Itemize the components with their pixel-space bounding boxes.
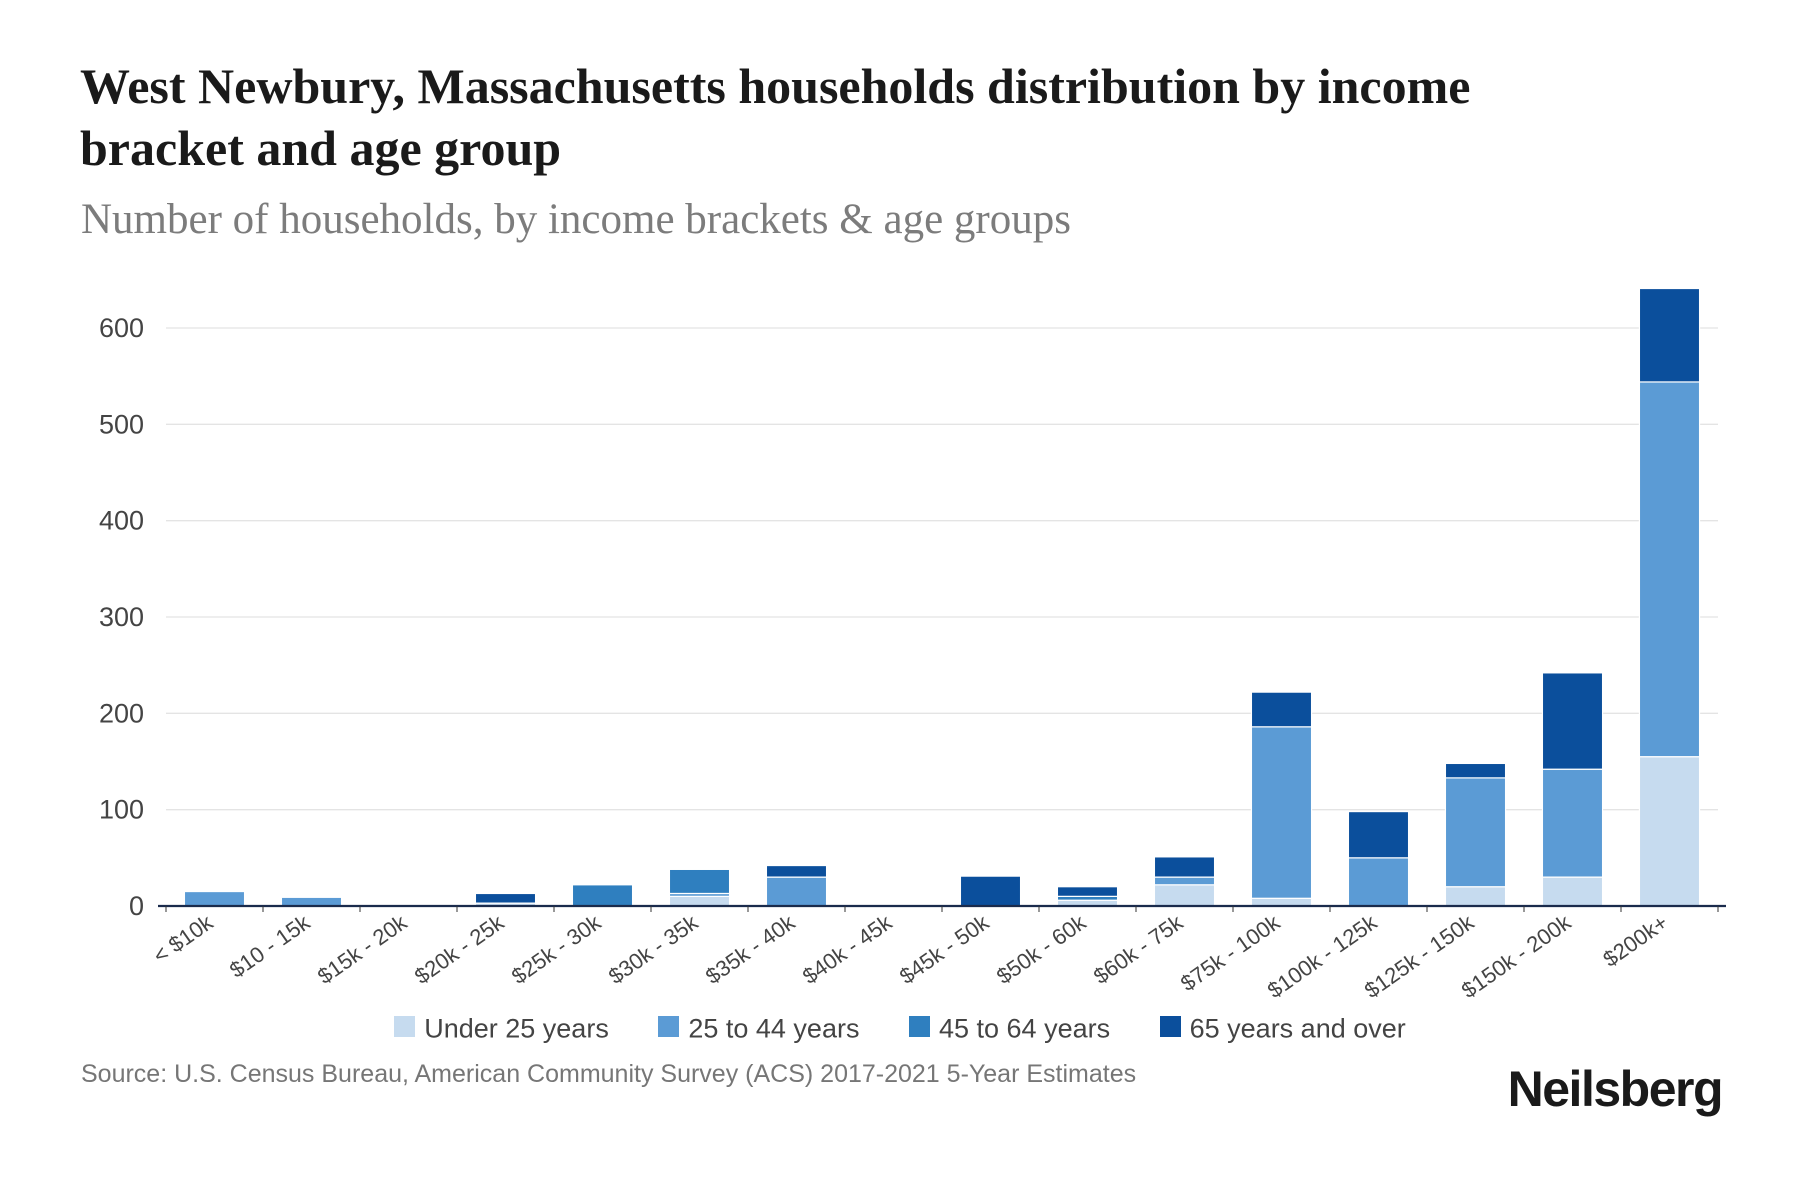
svg-text:$150k - 200k: $150k - 200k: [1457, 909, 1576, 1003]
svg-text:300: 300: [99, 602, 144, 632]
svg-text:200: 200: [99, 698, 144, 728]
svg-text:$50k - 60k: $50k - 60k: [992, 909, 1091, 989]
svg-text:$200k+: $200k+: [1598, 910, 1672, 972]
svg-text:$45k - 50k: $45k - 50k: [895, 909, 994, 989]
svg-text:$10 - 15k: $10 - 15k: [225, 909, 315, 983]
svg-text:600: 600: [99, 313, 144, 343]
svg-text:$15k - 20k: $15k - 20k: [313, 909, 412, 989]
svg-text:$30k - 35k: $30k - 35k: [604, 909, 703, 989]
svg-text:500: 500: [99, 409, 144, 439]
svg-text:400: 400: [99, 506, 144, 536]
svg-text:$35k - 40k: $35k - 40k: [701, 909, 800, 989]
svg-text:< $10k: < $10k: [148, 909, 218, 968]
svg-text:$25k - 30k: $25k - 30k: [507, 909, 606, 989]
svg-text:$20k - 25k: $20k - 25k: [410, 909, 509, 989]
svg-text:$60k - 75k: $60k - 75k: [1089, 909, 1188, 989]
svg-text:$40k - 45k: $40k - 45k: [798, 909, 897, 989]
svg-text:0: 0: [129, 891, 144, 921]
svg-text:100: 100: [99, 795, 144, 825]
